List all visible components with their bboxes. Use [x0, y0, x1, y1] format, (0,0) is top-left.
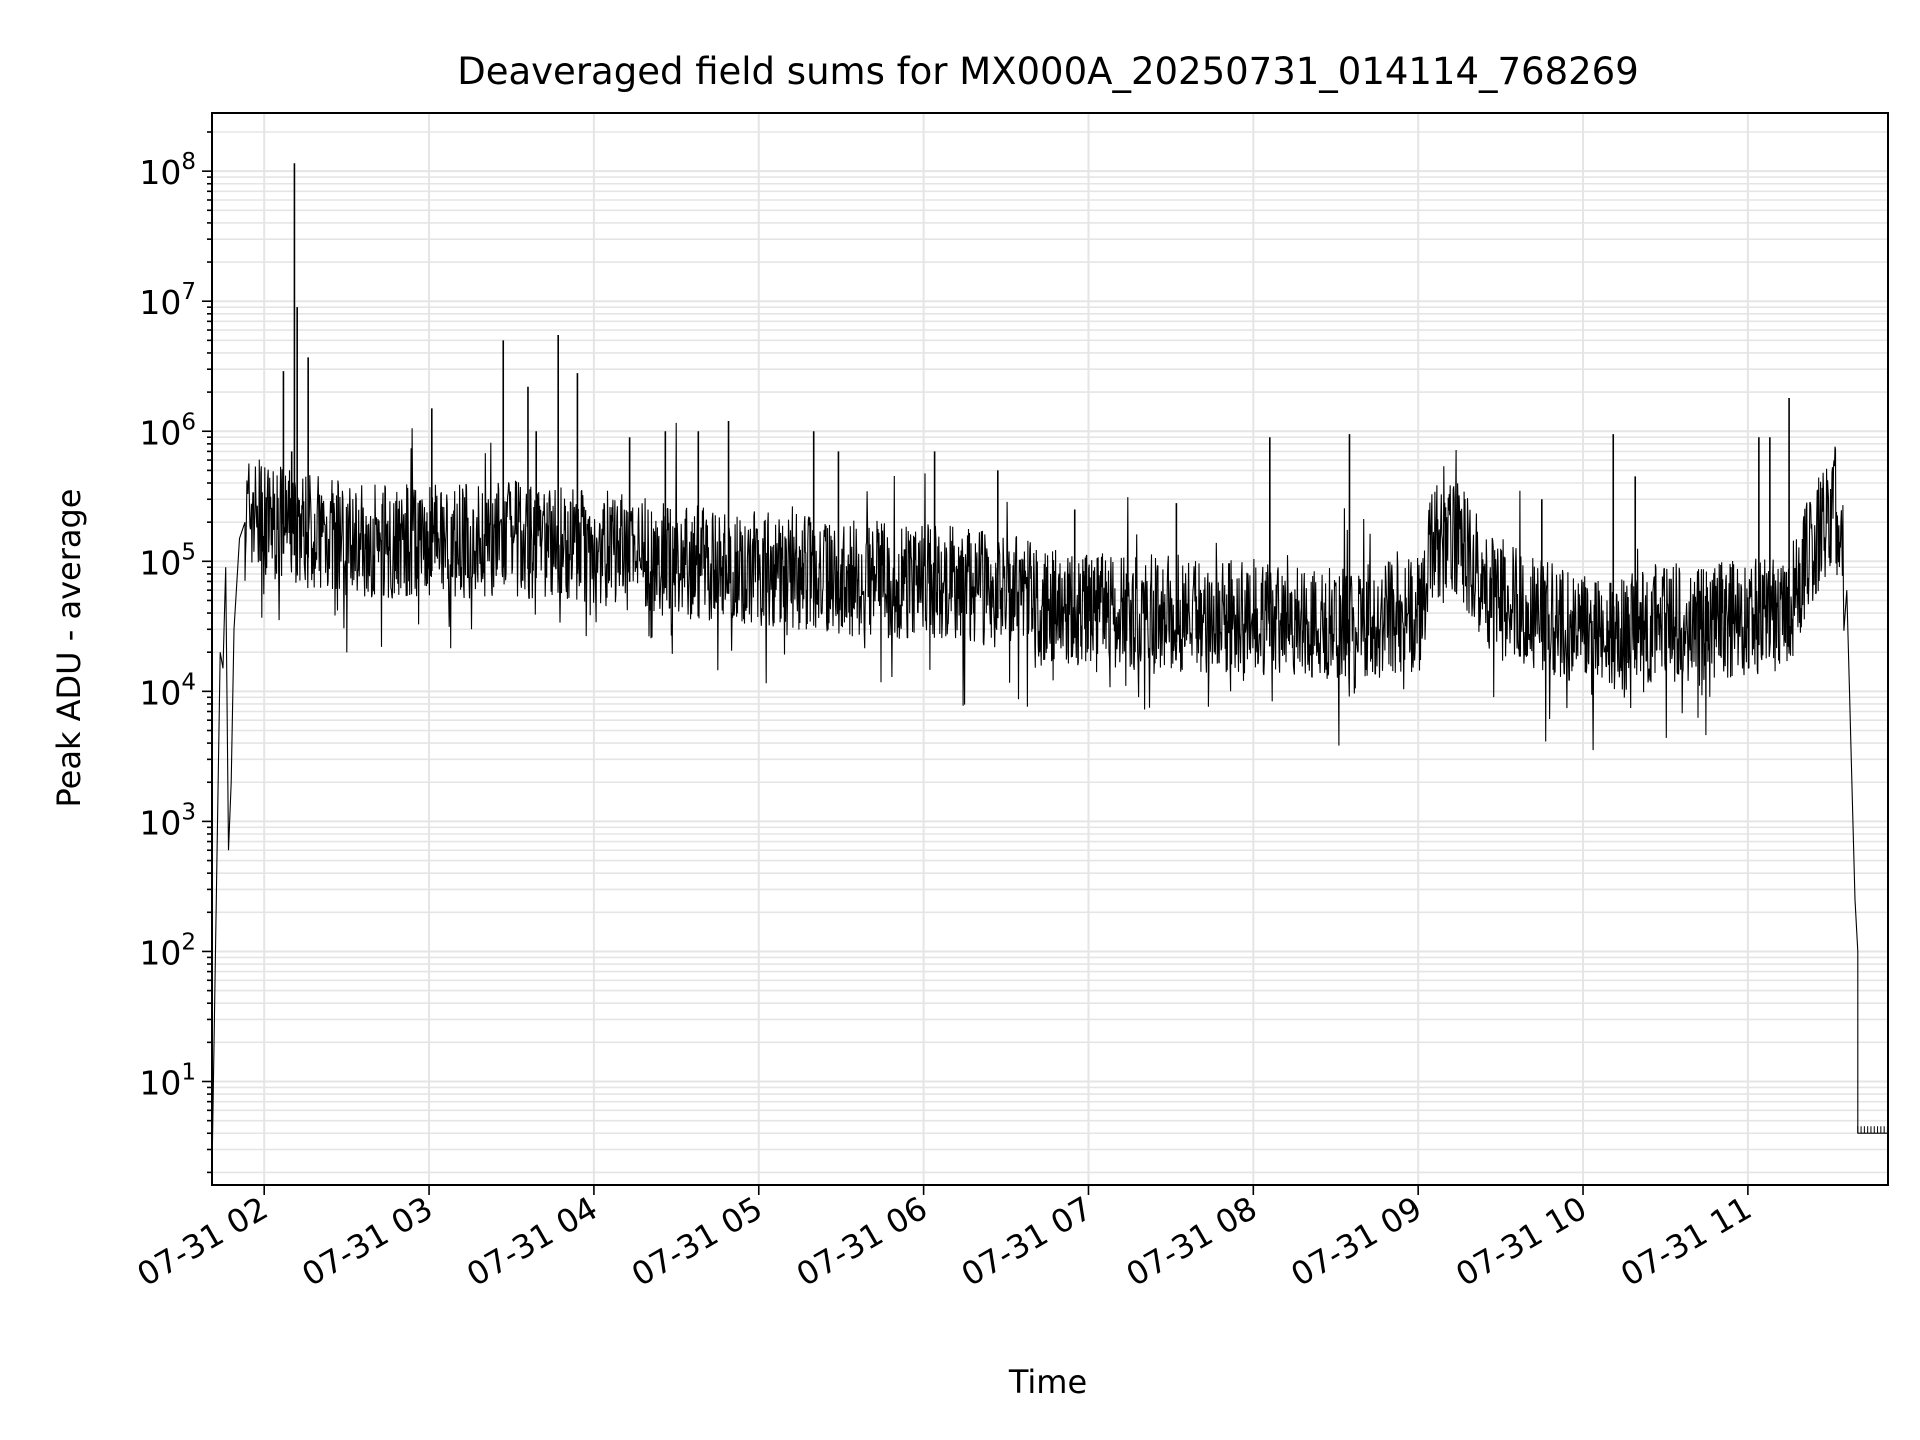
y-tick-label-exponent: 1	[181, 1059, 196, 1085]
y-tick-label-exponent: 7	[181, 279, 196, 305]
y-tick-label: 103	[139, 799, 196, 842]
y-tick-label-base: 10	[139, 933, 181, 972]
y-tick-label: 105	[139, 539, 196, 582]
x-axis-label: Time	[1008, 1363, 1087, 1401]
series-line	[211, 422, 1888, 1173]
y-tick-label: 101	[139, 1059, 196, 1102]
y-tick-label: 108	[139, 149, 196, 192]
plot-frame	[211, 112, 1889, 1186]
y-tick-label-exponent: 3	[181, 799, 196, 825]
y-tick-label-base: 10	[139, 673, 181, 712]
y-tick-label: 102	[139, 929, 196, 972]
y-tick-label-exponent: 5	[181, 539, 196, 565]
y-tick-label: 106	[139, 409, 196, 452]
y-tick-label-base: 10	[139, 283, 181, 322]
y-tick-label: 104	[139, 669, 196, 712]
y-axis-label: Peak ADU - average	[50, 489, 88, 808]
y-tick-label-exponent: 8	[181, 149, 196, 175]
y-tick-label-base: 10	[139, 413, 181, 452]
y-tick-label-exponent: 4	[181, 669, 196, 695]
grid	[212, 113, 1888, 1185]
y-tick-label-exponent: 6	[181, 409, 196, 435]
y-tick-label: 107	[139, 279, 196, 322]
y-tick-label-exponent: 2	[181, 929, 196, 955]
y-tick-label-base: 10	[139, 153, 181, 192]
chart-title: Deaveraged field sums for MX000A_2025073…	[457, 50, 1639, 93]
y-tick-label-base: 10	[139, 803, 181, 842]
plot-area	[211, 163, 1888, 1173]
y-tick-label-base: 10	[139, 1063, 181, 1102]
y-tick-label-base: 10	[139, 543, 181, 582]
